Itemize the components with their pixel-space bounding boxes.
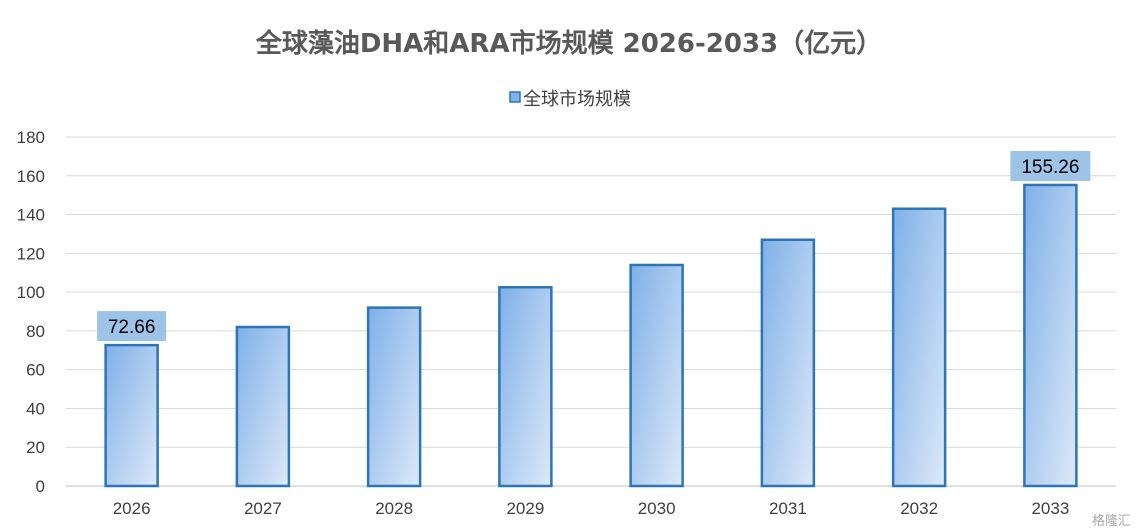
- x-tick-label: 2028: [375, 499, 413, 518]
- bar-2033: [1023, 183, 1078, 488]
- bars: [104, 183, 1078, 488]
- x-tick-label: 2033: [1031, 499, 1069, 518]
- bar-2026: [104, 343, 159, 488]
- x-tick-label: 2027: [244, 499, 282, 518]
- watermark: 格隆汇: [1091, 514, 1131, 529]
- x-axis: 2026 2027 2028 2029 2030 2031 2032 2033: [113, 499, 1070, 518]
- data-labels: 72.66 155.26: [97, 150, 1091, 342]
- legend: 全球市场规模: [509, 89, 631, 110]
- y-tick-label: 80: [26, 322, 45, 341]
- chart-title: 全球藻油DHA和ARA市场规模 2026-2033（亿元）: [255, 28, 882, 59]
- legend-label: 全球市场规模: [523, 89, 631, 110]
- x-tick-label: 2026: [113, 499, 151, 518]
- y-tick-label: 160: [17, 167, 45, 186]
- y-tick-label: 60: [26, 361, 45, 380]
- gridlines: [66, 136, 1116, 487]
- x-tick-label: 2032: [900, 499, 938, 518]
- bar-2032: [891, 207, 947, 488]
- y-tick-label: 180: [17, 128, 45, 147]
- y-tick-label: 20: [26, 438, 45, 457]
- bar-2031: [760, 238, 816, 488]
- x-tick-label: 2029: [506, 499, 544, 518]
- bar-2028: [366, 306, 422, 488]
- data-label-text: 72.66: [108, 317, 156, 338]
- legend-swatch: [509, 91, 521, 103]
- y-tick-label: 140: [17, 206, 45, 225]
- x-tick-label: 2030: [638, 499, 676, 518]
- y-tick-label: 120: [17, 244, 45, 263]
- bar-2029: [498, 286, 553, 488]
- y-tick-label: 0: [36, 477, 45, 496]
- data-label-2033: 155.26: [1010, 150, 1091, 181]
- data-label-text: 155.26: [1021, 157, 1079, 178]
- bar-2030: [629, 263, 684, 488]
- y-tick-label: 100: [17, 283, 45, 302]
- data-label-2026: 72.66: [97, 311, 167, 342]
- y-axis: 0 20 40 60 80 100 120 140 160 180: [17, 128, 45, 496]
- data-label-box: [1010, 150, 1091, 181]
- bar-2027: [235, 325, 291, 488]
- data-label-box: [97, 311, 167, 342]
- y-tick-label: 40: [26, 399, 45, 418]
- x-tick-label: 2031: [769, 499, 807, 518]
